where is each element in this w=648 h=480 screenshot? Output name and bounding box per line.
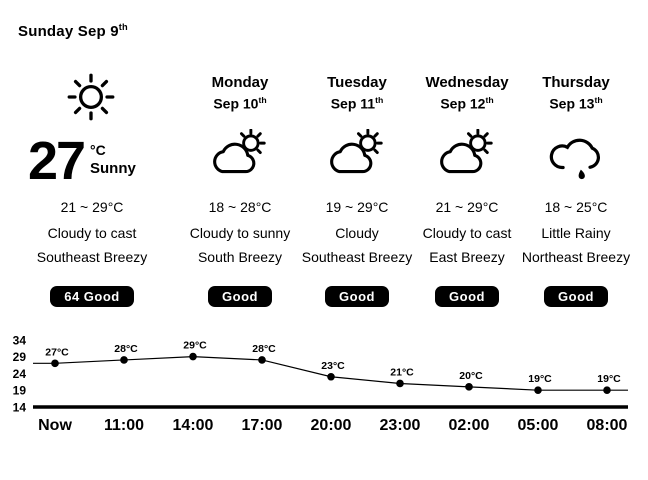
- x-tick-label: 02:00: [449, 417, 490, 434]
- data-point-label: 19°C: [597, 373, 621, 385]
- forecast-sky-text: Cloudy to sunny: [189, 225, 291, 241]
- forecast-wind-text: Southeast Breezy: [301, 249, 413, 265]
- data-point-label: 21°C: [390, 366, 414, 378]
- forecast-temp-range: 19 ~ 29°C: [325, 199, 389, 215]
- forecast-day-name: Wednesday: [425, 74, 509, 91]
- y-tick-label: 14: [13, 401, 27, 415]
- data-point-marker: [465, 383, 473, 391]
- data-point-label: 20°C: [459, 370, 483, 382]
- forecast-day-name: Thursday: [542, 74, 610, 91]
- cloud-sun-icon: [297, 126, 417, 182]
- data-point-label: 28°C: [114, 343, 138, 355]
- cloud-sun-icon: [178, 126, 302, 182]
- aqi-badge[interactable]: Good: [544, 286, 608, 307]
- forecast-aqi-row: Good: [297, 286, 417, 307]
- forecast-sky-text: Cloudy: [335, 225, 379, 241]
- forecast-aqi-row: Good: [407, 286, 527, 307]
- forecast-wind-text: South Breezy: [197, 249, 283, 265]
- forecast-aqi-row: Good: [178, 286, 302, 307]
- data-point-marker: [189, 352, 197, 361]
- date-text: Sep 11: [330, 95, 376, 112]
- date-ordinal: th: [485, 95, 494, 105]
- date-text: Sep 12: [440, 95, 486, 112]
- forecast-day-name: Monday: [211, 74, 269, 91]
- x-tick-label: 17:00: [242, 417, 283, 434]
- forecast-date: Sep 12th: [407, 95, 527, 112]
- x-tick-label: 14:00: [173, 417, 214, 434]
- aqi-badge[interactable]: Good: [325, 286, 389, 307]
- y-tick-label: 19: [13, 384, 27, 398]
- forecast-card-wednesday[interactable]: Wednesday Sep 12th 21 ~ 29°C Cloudy to c…: [407, 60, 527, 330]
- forecast-wind-text: East Breezy: [429, 249, 505, 265]
- data-point-label: 27°C: [45, 346, 69, 358]
- data-point-marker: [51, 359, 59, 368]
- forecast-wind-text: Northeast Breezy: [521, 249, 631, 265]
- forecast-sky-text: Little Rainy: [541, 225, 611, 241]
- date-ordinal: th: [258, 95, 267, 105]
- current-aqi-row: 64 Good: [16, 286, 168, 307]
- y-tick-label: 34: [13, 333, 27, 347]
- x-tick-label: Now: [38, 417, 72, 434]
- y-tick-label: 29: [13, 350, 27, 364]
- current-temperature: 27: [28, 131, 86, 191]
- x-tick-label: 20:00: [311, 417, 352, 434]
- data-point-marker: [534, 386, 542, 394]
- forecast-date: Sep 11th: [297, 95, 417, 112]
- current-day-panel[interactable]: 27 °C Sunny 21 ~ 29°C Cloudy to cast Sou…: [16, 60, 168, 330]
- date-text: Sep 10: [213, 95, 259, 112]
- data-point-marker: [396, 379, 404, 388]
- aqi-badge[interactable]: Good: [208, 286, 272, 307]
- x-tick-label: 08:00: [587, 417, 628, 434]
- x-tick-label: 23:00: [380, 417, 421, 434]
- data-point-label: 28°C: [252, 343, 276, 355]
- x-tick-label: 11:00: [104, 417, 144, 434]
- current-wind-text: Southeast Breezy: [36, 249, 148, 265]
- date-ordinal: th: [594, 95, 603, 105]
- page-title: Sunday Sep 9th: [18, 22, 128, 40]
- date-text: Sep 13: [549, 95, 595, 112]
- aqi-badge[interactable]: Good: [435, 286, 499, 307]
- forecast-temp-range: 21 ~ 29°C: [435, 199, 499, 215]
- forecast-card-thursday[interactable]: Thursday Sep 13th 18 ~ 25°C Little Rainy…: [514, 60, 638, 330]
- forecast-card-tuesday[interactable]: Tuesday Sep 11th 19 ~ 29°C Cloudy Southe…: [297, 60, 417, 330]
- aqi-badge[interactable]: 64 Good: [50, 286, 134, 307]
- forecast-date: Sep 10th: [178, 95, 302, 112]
- current-condition: Sunny: [90, 160, 136, 177]
- current-temperature-unit: °C: [90, 142, 106, 158]
- x-tick-label: 05:00: [518, 417, 559, 434]
- forecast-aqi-row: Good: [514, 286, 638, 307]
- forecast-day-name: Tuesday: [327, 74, 387, 91]
- data-point-marker: [327, 372, 335, 381]
- data-point-label: 19°C: [528, 373, 552, 385]
- title-text: Sunday Sep 9: [18, 23, 119, 40]
- forecast-card-monday[interactable]: Monday Sep 10th 18 ~ 28°C Cloudy to sunn…: [178, 60, 302, 330]
- cloud-sun-icon: [407, 126, 527, 182]
- forecast-temp-range: 18 ~ 25°C: [544, 199, 608, 215]
- data-point-label: 23°C: [321, 360, 345, 372]
- temperature-trend-chart: 34 29 24 19 14 27°C Now 28°C 11:00 29°C 14:00 28°C 1…: [13, 333, 628, 434]
- title-ordinal: th: [118, 22, 128, 32]
- sun-icon: [62, 68, 120, 126]
- data-point-label: 29°C: [183, 340, 207, 352]
- forecast-date: Sep 13th: [514, 95, 638, 112]
- data-point-marker: [603, 386, 611, 394]
- data-point-marker: [120, 356, 128, 364]
- rain-cloud-icon: [514, 126, 638, 182]
- current-temp-range: 21 ~ 29°C: [60, 199, 124, 215]
- current-sky-text: Cloudy to cast: [47, 225, 137, 241]
- forecast-temp-range: 18 ~ 28°C: [208, 199, 272, 215]
- data-point-marker: [258, 356, 266, 364]
- date-ordinal: th: [375, 95, 384, 105]
- y-tick-label: 24: [13, 367, 27, 381]
- forecast-sky-text: Cloudy to cast: [422, 225, 512, 241]
